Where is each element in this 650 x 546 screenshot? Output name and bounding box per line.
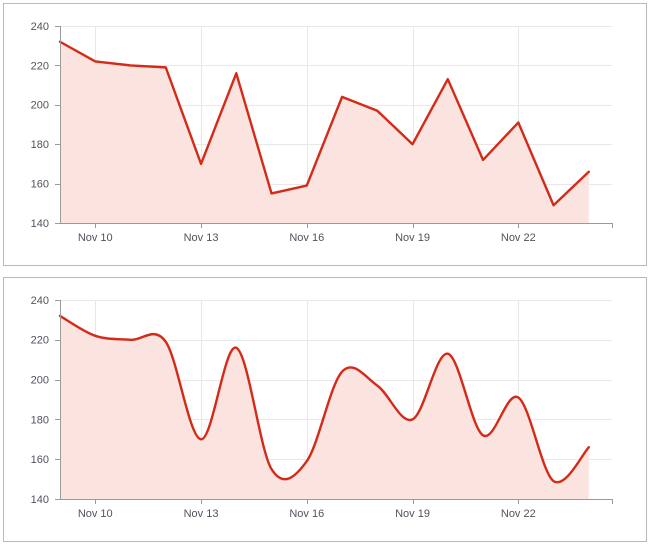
axes-group: [55, 300, 613, 504]
y-axis-label-220: 220: [31, 335, 49, 347]
line-chart-spline[interactable]: 140 160 180 200 220 240 Nov 10 Nov 13 Nov 16 Nov …: [4, 278, 646, 541]
axis-labels-group: 140 160 180 200 220 240 Nov 10 Nov 13 Nov 16 Nov …: [31, 21, 536, 244]
line-chart-linear[interactable]: 140 160 180 200 220 240 Nov 10 Nov 13 Nov 16 Nov …: [4, 4, 646, 265]
axis-labels-group: 140 160 180 200 220 240 Nov 10 Nov 13 Nov 16 Nov …: [31, 295, 536, 520]
y-axis-label-160: 160: [31, 179, 49, 191]
chart-surface-linear: 140 160 180 200 220 240 Nov 10 Nov 13 Nov 16 Nov …: [4, 4, 646, 265]
y-axis-label-140: 140: [31, 494, 49, 506]
x-axis-label-3: Nov 19: [395, 232, 430, 244]
y-axis-label-200: 200: [31, 375, 49, 387]
y-axis-label-140: 140: [31, 218, 49, 230]
y-axis-label-160: 160: [31, 454, 49, 466]
chart-surface-spline: 140 160 180 200 220 240 Nov 10 Nov 13 Nov 16 Nov …: [4, 278, 646, 541]
y-axis-label-220: 220: [31, 60, 49, 72]
x-axis-label-2: Nov 16: [289, 508, 324, 520]
x-axis-label-0: Nov 10: [78, 508, 113, 520]
series-area-fill: [60, 315, 589, 499]
x-axis-label-4: Nov 22: [501, 232, 536, 244]
x-axis-label-1: Nov 13: [184, 232, 219, 244]
y-axis-label-240: 240: [31, 295, 49, 307]
y-axis-label-180: 180: [31, 139, 49, 151]
x-axis-label-3: Nov 19: [395, 508, 430, 520]
y-axis-label-200: 200: [31, 100, 49, 112]
y-axis-label-240: 240: [31, 21, 49, 33]
axes-group: [55, 26, 613, 228]
y-axis-label-180: 180: [31, 414, 49, 426]
x-axis-label-0: Nov 10: [78, 232, 113, 244]
series-line-path[interactable]: [58, 40, 591, 207]
series-area-fill: [60, 41, 589, 224]
x-axis-label-1: Nov 13: [184, 508, 219, 520]
series-line-path[interactable]: [58, 314, 591, 484]
x-axis-label-4: Nov 22: [501, 508, 536, 520]
chart-panel-spline: 140 160 180 200 220 240 Nov 10 Nov 13 Nov 16 Nov …: [3, 277, 647, 542]
x-axis-label-2: Nov 16: [289, 232, 324, 244]
chart-panel-linear: 140 160 180 200 220 240 Nov 10 Nov 13 Nov 16 Nov …: [3, 3, 647, 266]
